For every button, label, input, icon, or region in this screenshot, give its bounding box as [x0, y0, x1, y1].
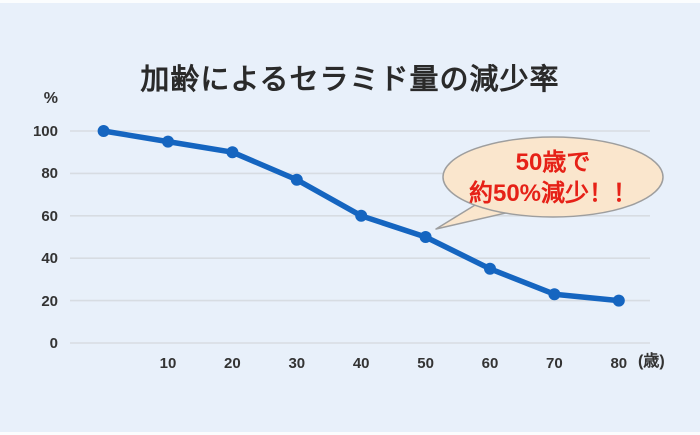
data-point-marker — [612, 294, 625, 307]
x-axis-tick-label: 40 — [352, 355, 370, 372]
data-point-marker — [355, 209, 368, 222]
data-point-marker — [162, 135, 174, 148]
bottom-edge-strip — [0, 432, 700, 435]
top-edge-strip — [0, 0, 700, 3]
x-axis-tick-label: 50 — [417, 355, 434, 372]
data-point-marker — [548, 288, 561, 301]
chart-title: 加齢によるセラミド量の減少率 — [140, 64, 560, 96]
y-axis-tick-label: 40 — [41, 250, 58, 268]
x-axis-tick-label: 10 — [159, 355, 177, 372]
data-point-marker — [290, 173, 303, 186]
annotation-bubble-ellipse — [442, 136, 664, 218]
data-point-marker — [97, 125, 110, 137]
x-axis-tick-label: 70 — [546, 355, 563, 372]
x-axis-unit-label: (歳) — [638, 353, 665, 370]
y-axis-tick-label: 20 — [41, 292, 58, 310]
y-axis-tick-label: 0 — [49, 335, 58, 352]
y-axis-tick-label: 100 — [32, 123, 58, 140]
x-axis-tick-label: 30 — [288, 355, 306, 372]
y-axis-unit-label: % — [43, 90, 58, 107]
annotation-line-1: 50歳で — [515, 149, 591, 176]
y-axis-tick-label: 60 — [41, 207, 58, 225]
data-point-marker — [226, 146, 239, 159]
y-axis-tick-label: 80 — [41, 165, 58, 183]
annotation-line-2: 約50%減少！！ — [468, 180, 638, 207]
data-point-marker — [484, 262, 496, 275]
data-point-marker — [419, 231, 432, 243]
x-axis-tick-label: 20 — [224, 355, 241, 372]
x-axis-tick-label: 60 — [481, 355, 499, 372]
annotation-bubble: 50歳で 約50%減少！！ — [443, 147, 663, 209]
x-axis-tick-label: 80 — [610, 355, 628, 372]
